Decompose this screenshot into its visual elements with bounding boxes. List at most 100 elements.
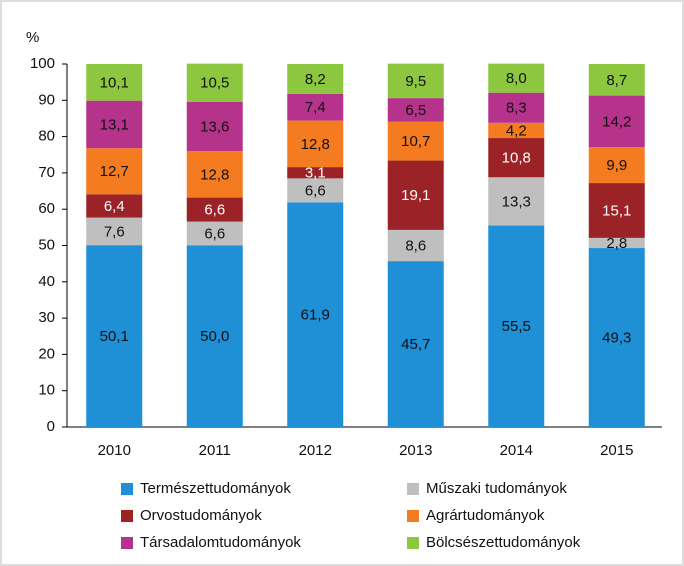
data-label: 6,6 bbox=[305, 182, 326, 199]
data-label: 2,8 bbox=[606, 235, 627, 252]
legend-label: Bölcsészettudományok bbox=[426, 534, 581, 551]
bar-segment bbox=[387, 160, 444, 230]
y-axis-label: % bbox=[26, 29, 39, 46]
data-label: 3,1 bbox=[305, 165, 326, 182]
data-label: 8,3 bbox=[506, 100, 527, 117]
legend-swatch bbox=[407, 510, 419, 522]
bar-segment bbox=[186, 221, 243, 246]
bar-segment bbox=[86, 148, 143, 195]
legend-label: Orvostudományok bbox=[140, 507, 262, 524]
data-label: 6,4 bbox=[104, 198, 125, 215]
bar-segment bbox=[86, 217, 143, 246]
bar-segment bbox=[488, 122, 545, 139]
bar-segment bbox=[287, 202, 344, 427]
data-label: 8,2 bbox=[305, 71, 326, 88]
bar-segment bbox=[186, 245, 243, 427]
data-label: 6,6 bbox=[204, 202, 225, 219]
bar-segment bbox=[186, 63, 243, 102]
x-tick-label: 2011 bbox=[199, 442, 231, 459]
bar-segment bbox=[287, 120, 344, 168]
data-label: 50,0 bbox=[200, 328, 229, 345]
data-label: 7,4 bbox=[305, 99, 326, 116]
data-label: 7,6 bbox=[104, 223, 125, 240]
y-tick-label: 70 bbox=[38, 164, 55, 181]
legend-swatch bbox=[121, 483, 133, 495]
bar-segment bbox=[86, 245, 143, 427]
data-label: 10,8 bbox=[502, 150, 531, 167]
legend-swatch bbox=[121, 537, 133, 549]
legend-label: Társadalomtudományok bbox=[140, 534, 301, 551]
bar-segment bbox=[287, 64, 344, 94]
bar-segment bbox=[588, 183, 645, 238]
y-tick-label: 40 bbox=[38, 273, 55, 290]
bar-segment bbox=[186, 197, 243, 222]
data-label: 12,8 bbox=[200, 166, 229, 183]
y-tick-label: 60 bbox=[38, 200, 55, 217]
data-label: 13,3 bbox=[502, 193, 531, 210]
bar-segment bbox=[387, 98, 444, 122]
data-label: 9,9 bbox=[606, 157, 627, 174]
bar-segment bbox=[488, 225, 545, 427]
data-label: 4,2 bbox=[506, 122, 527, 139]
bar-segment bbox=[86, 64, 143, 101]
data-label: 10,1 bbox=[100, 74, 129, 91]
data-label: 10,7 bbox=[401, 133, 430, 150]
x-tick-label: 2012 bbox=[299, 442, 332, 459]
legend-swatch bbox=[407, 483, 419, 495]
legend-label: Agrártudományok bbox=[426, 507, 545, 524]
data-label: 13,6 bbox=[200, 118, 229, 135]
data-label: 14,2 bbox=[602, 113, 631, 130]
bar-segment bbox=[287, 167, 344, 179]
data-label: 13,1 bbox=[100, 116, 129, 133]
y-tick-label: 30 bbox=[38, 309, 55, 326]
bar-segment bbox=[387, 261, 444, 427]
bar-segment bbox=[488, 177, 545, 226]
legend-swatch bbox=[121, 510, 133, 522]
legend-label: Műszaki tudományok bbox=[426, 480, 567, 497]
bar-segment bbox=[588, 237, 645, 249]
data-label: 8,0 bbox=[506, 70, 527, 87]
data-label: 6,6 bbox=[204, 225, 225, 242]
bar-segment bbox=[387, 121, 444, 161]
y-tick-label: 0 bbox=[47, 418, 55, 435]
bar-segment bbox=[488, 63, 545, 93]
bar-segment bbox=[86, 100, 143, 149]
data-label: 15,1 bbox=[602, 202, 631, 219]
legend-label: Természettudományok bbox=[140, 480, 291, 497]
data-label: 8,7 bbox=[606, 72, 627, 89]
bar-segment bbox=[588, 64, 645, 96]
data-label: 45,7 bbox=[401, 336, 430, 353]
bar-segment bbox=[588, 248, 645, 427]
data-label: 10,5 bbox=[200, 75, 229, 92]
y-tick-label: 50 bbox=[38, 236, 55, 253]
bar-segment bbox=[186, 151, 243, 198]
data-label: 49,3 bbox=[602, 329, 631, 346]
bar-segment bbox=[387, 229, 444, 262]
x-tick-label: 2010 bbox=[98, 442, 131, 459]
data-label: 61,9 bbox=[301, 307, 330, 324]
x-tick-label: 2013 bbox=[399, 442, 432, 459]
bar-segment bbox=[588, 147, 645, 184]
data-label: 8,6 bbox=[405, 237, 426, 254]
y-tick-label: 100 bbox=[30, 55, 55, 72]
y-tick-label: 20 bbox=[38, 345, 55, 362]
data-label: 12,8 bbox=[301, 136, 330, 153]
data-label: 50,1 bbox=[100, 328, 129, 345]
data-label: 9,5 bbox=[405, 73, 426, 90]
bar-segment bbox=[488, 138, 545, 178]
data-label: 6,5 bbox=[405, 102, 426, 119]
bar-segment bbox=[86, 194, 143, 218]
bar-segment bbox=[588, 95, 645, 148]
bar-segment bbox=[287, 93, 344, 121]
bar-segment bbox=[387, 63, 444, 99]
bar-segment bbox=[287, 178, 344, 203]
y-tick-label: 80 bbox=[38, 128, 55, 145]
y-tick-label: 10 bbox=[38, 382, 55, 399]
x-tick-label: 2014 bbox=[500, 442, 533, 459]
x-tick-label: 2015 bbox=[600, 442, 633, 459]
data-label: 55,5 bbox=[502, 318, 531, 335]
legend-swatch bbox=[407, 537, 419, 549]
data-label: 19,1 bbox=[401, 187, 430, 204]
y-tick-label: 90 bbox=[38, 91, 55, 108]
